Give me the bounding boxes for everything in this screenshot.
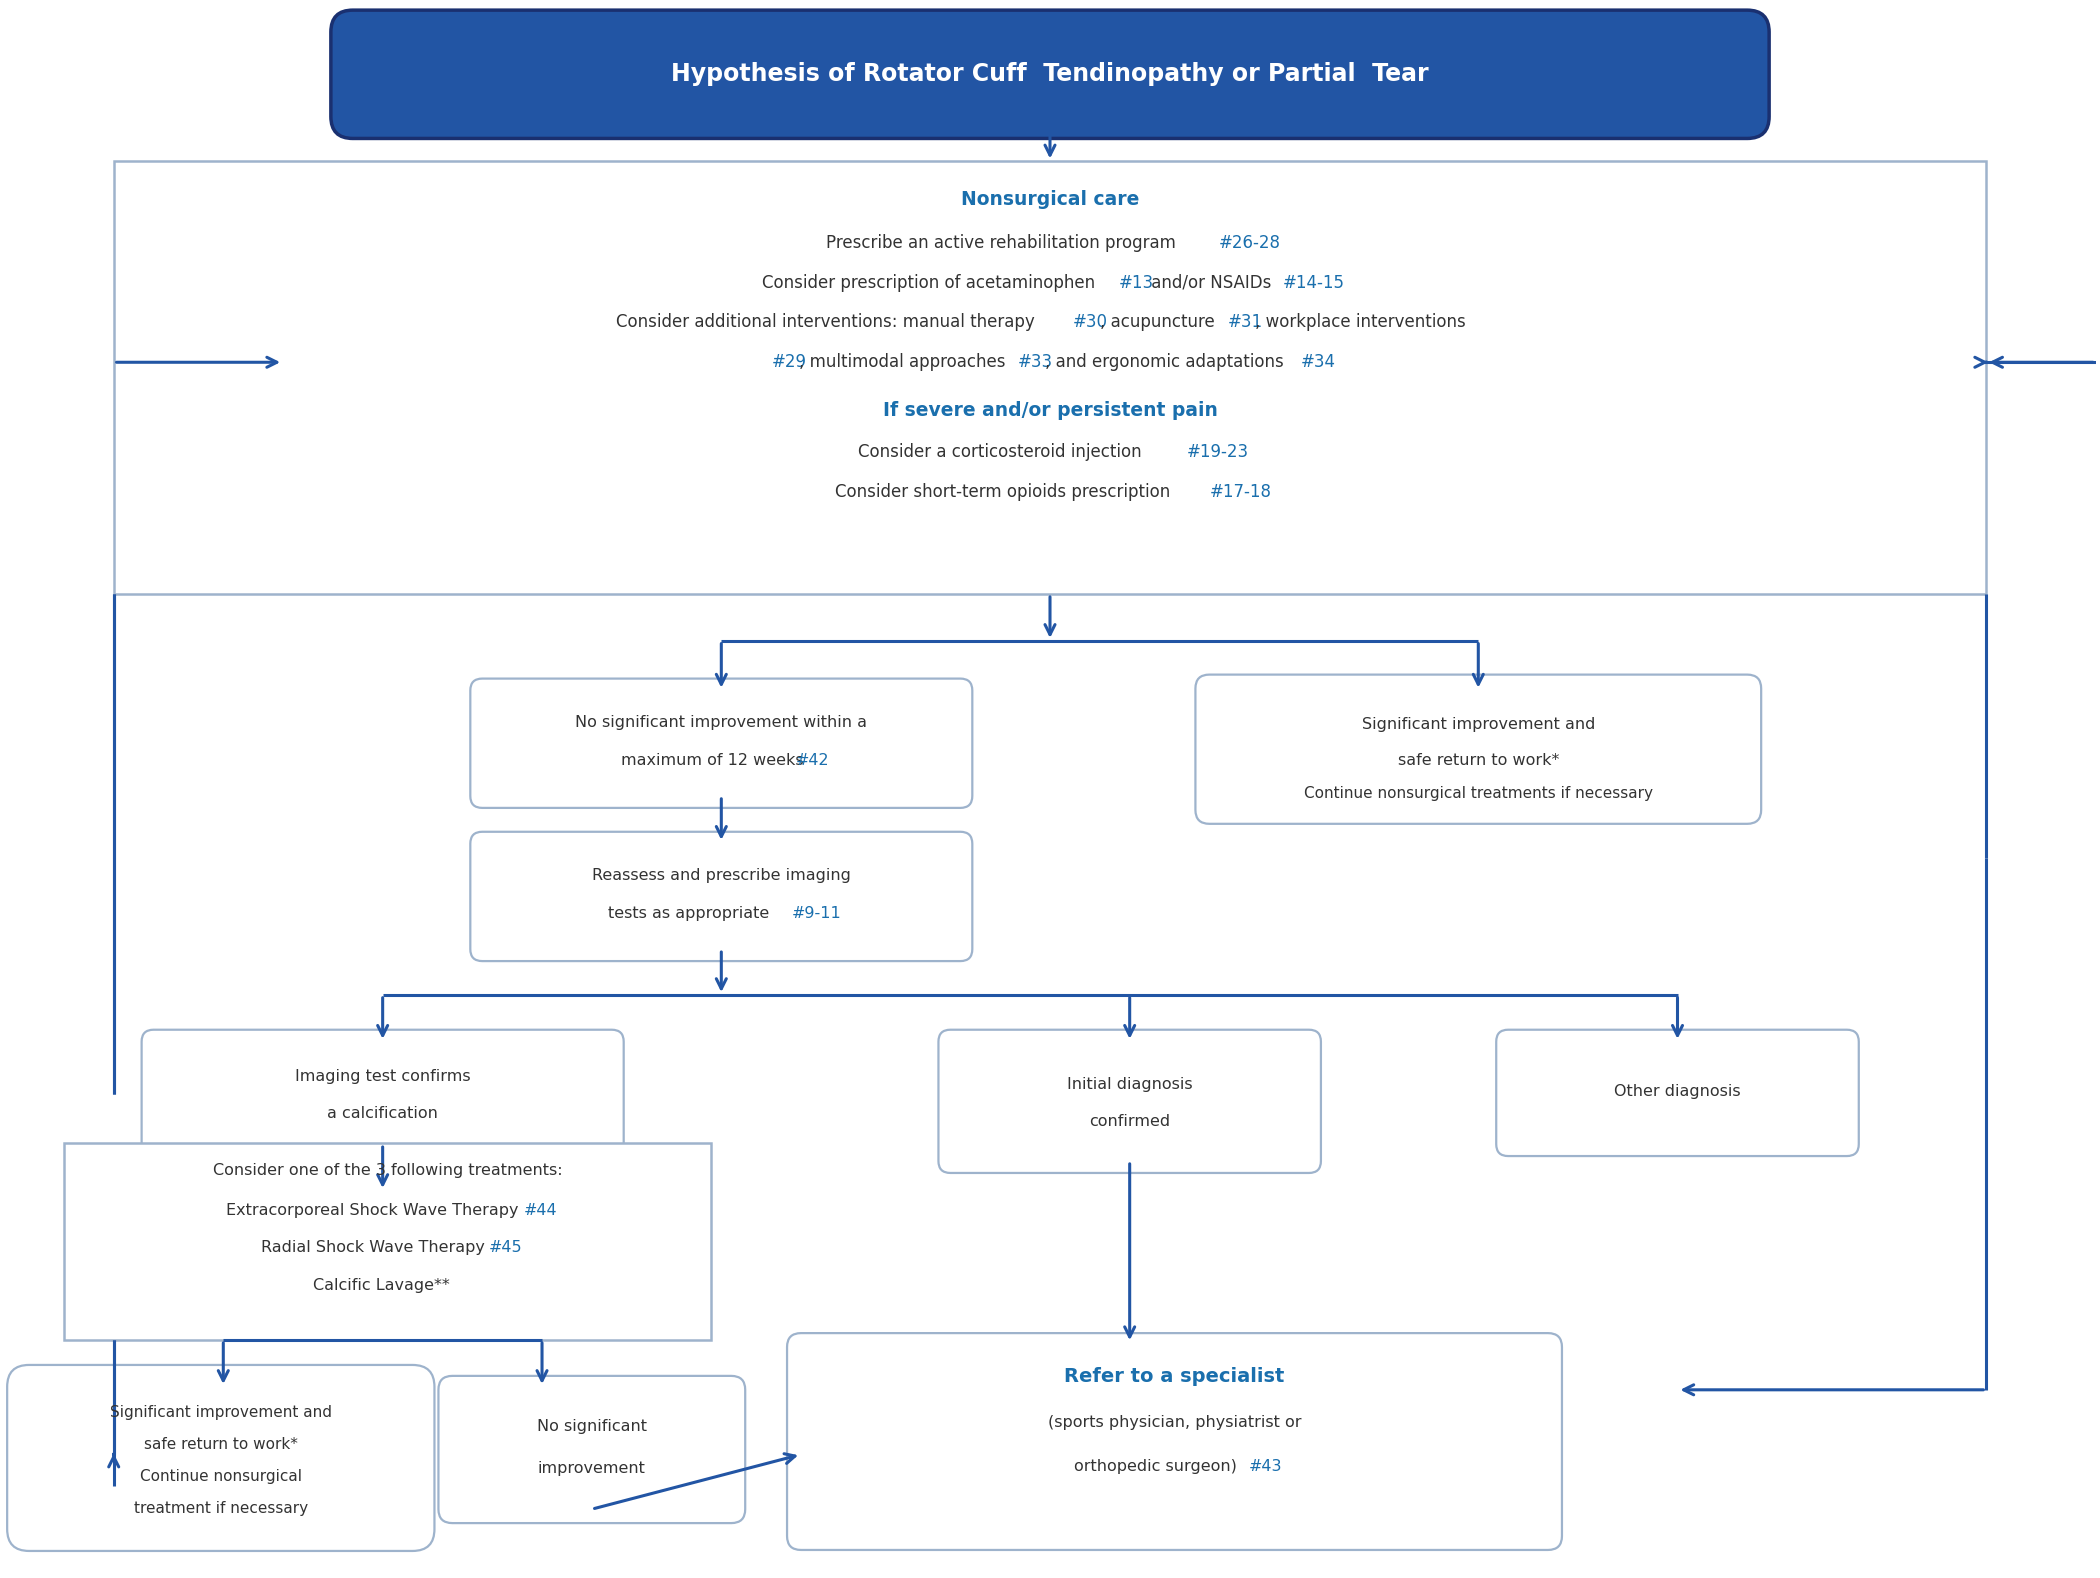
Text: Other diagnosis: Other diagnosis <box>1615 1084 1741 1098</box>
Text: , and ergonomic adaptations: , and ergonomic adaptations <box>1046 353 1289 371</box>
Text: Nonsurgical care: Nonsurgical care <box>962 189 1138 208</box>
Text: Initial diagnosis: Initial diagnosis <box>1067 1076 1193 1092</box>
Text: Significant improvement and: Significant improvement and <box>109 1404 332 1420</box>
Text: Consider prescription of acetaminophen: Consider prescription of acetaminophen <box>762 273 1100 292</box>
Text: Reassess and prescribe imaging: Reassess and prescribe imaging <box>592 868 850 884</box>
Text: Extracorporeal Shock Wave Therapy: Extracorporeal Shock Wave Therapy <box>227 1204 523 1218</box>
Text: #26-28: #26-28 <box>1218 234 1281 252</box>
Text: safe return to work*: safe return to work* <box>1399 753 1558 767</box>
Text: Continue nonsurgical treatments if necessary: Continue nonsurgical treatments if neces… <box>1304 786 1653 802</box>
Text: a calcification: a calcification <box>328 1106 439 1120</box>
Text: Significant improvement and: Significant improvement and <box>1361 716 1596 732</box>
Text: , workplace interventions: , workplace interventions <box>1256 314 1466 331</box>
Text: Consider a corticosteroid injection: Consider a corticosteroid injection <box>859 443 1147 461</box>
Text: #17-18: #17-18 <box>1210 483 1273 500</box>
Text: #43: #43 <box>1250 1460 1283 1474</box>
Text: Consider one of the 3 following treatments:: Consider one of the 3 following treatmen… <box>212 1163 563 1179</box>
Text: #34: #34 <box>1302 353 1336 371</box>
Text: treatment if necessary: treatment if necessary <box>134 1501 309 1516</box>
Text: #29: #29 <box>771 353 806 371</box>
Text: #45: #45 <box>489 1240 523 1255</box>
FancyBboxPatch shape <box>332 9 1768 139</box>
FancyBboxPatch shape <box>939 1030 1321 1172</box>
FancyBboxPatch shape <box>6 1365 435 1551</box>
Text: Calcific Lavage**: Calcific Lavage** <box>313 1278 449 1292</box>
Text: #19-23: #19-23 <box>1186 443 1250 461</box>
Bar <box>113 161 1987 593</box>
Text: #30: #30 <box>1073 314 1109 331</box>
Text: #9-11: #9-11 <box>792 906 842 922</box>
Text: orthopedic surgeon): orthopedic surgeon) <box>1073 1460 1241 1474</box>
Text: improvement: improvement <box>538 1461 647 1475</box>
FancyBboxPatch shape <box>470 679 972 808</box>
FancyBboxPatch shape <box>141 1030 624 1157</box>
Text: Prescribe an active rehabilitation program: Prescribe an active rehabilitation progr… <box>825 234 1182 252</box>
FancyBboxPatch shape <box>1495 1030 1858 1157</box>
Text: #31: #31 <box>1228 314 1264 331</box>
Text: #13: #13 <box>1119 273 1153 292</box>
Text: , multimodal approaches: , multimodal approaches <box>798 353 1010 371</box>
Text: #44: #44 <box>523 1204 556 1218</box>
Text: Consider additional interventions: manual therapy: Consider additional interventions: manua… <box>615 314 1040 331</box>
FancyBboxPatch shape <box>470 832 972 961</box>
Text: tests as appropriate: tests as appropriate <box>607 906 775 922</box>
Text: confirmed: confirmed <box>1090 1114 1170 1128</box>
Text: Radial Shock Wave Therapy: Radial Shock Wave Therapy <box>260 1240 489 1255</box>
Text: #14-15: #14-15 <box>1283 273 1344 292</box>
Text: No significant improvement within a: No significant improvement within a <box>575 715 867 731</box>
FancyBboxPatch shape <box>788 1333 1562 1550</box>
Text: , acupuncture: , acupuncture <box>1100 314 1220 331</box>
Text: If severe and/or persistent pain: If severe and/or persistent pain <box>882 401 1218 420</box>
Text: Refer to a specialist: Refer to a specialist <box>1065 1368 1285 1387</box>
Text: Imaging test confirms: Imaging test confirms <box>294 1068 470 1084</box>
Text: #42: #42 <box>796 753 830 767</box>
FancyBboxPatch shape <box>439 1376 746 1523</box>
Text: Hypothesis of Rotator Cuff  Tendinopathy or Partial  Tear: Hypothesis of Rotator Cuff Tendinopathy … <box>672 62 1428 87</box>
Text: safe return to work*: safe return to work* <box>145 1438 298 1452</box>
Text: No significant: No significant <box>538 1419 647 1434</box>
FancyBboxPatch shape <box>1195 675 1762 824</box>
Bar <box>63 1142 712 1340</box>
Text: maximum of 12 weeks: maximum of 12 weeks <box>622 753 809 767</box>
Text: #33: #33 <box>1018 353 1054 371</box>
Text: Consider short-term opioids prescription: Consider short-term opioids prescription <box>836 483 1176 500</box>
Text: and/or NSAIDs: and/or NSAIDs <box>1147 273 1277 292</box>
Text: (sports physician, physiatrist or: (sports physician, physiatrist or <box>1048 1415 1302 1430</box>
Text: Continue nonsurgical: Continue nonsurgical <box>141 1469 302 1483</box>
